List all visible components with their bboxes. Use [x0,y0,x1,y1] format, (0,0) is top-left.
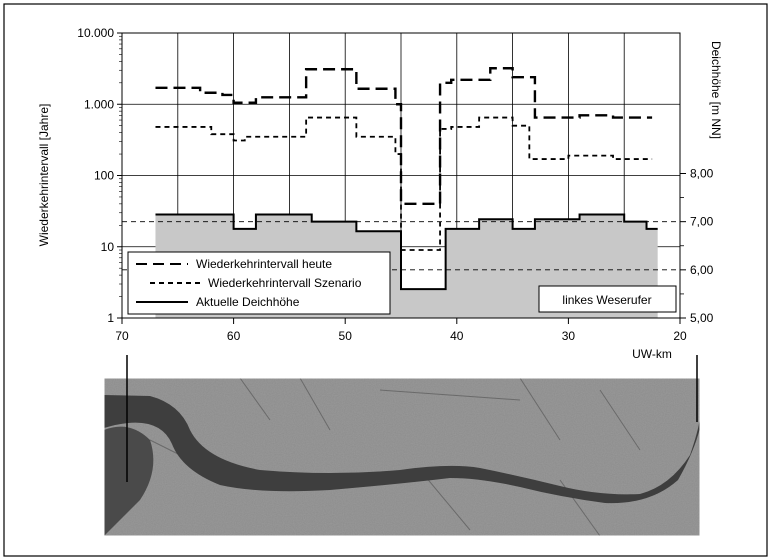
legend-label-deich: Aktuelle Deichhöhe [196,295,300,309]
river-weser [104,395,700,504]
x-axis-label: UW-km [632,347,672,361]
x-tick-label: 60 [227,329,241,343]
satellite-border [103,377,701,537]
y-right-tick-label: 5,00 [690,311,714,325]
annotation-box [538,285,677,313]
y-right-tick-label: 7,00 [690,215,714,229]
legend-label-heute: Wiederkehrintervall heute [196,257,332,271]
x-tick-label: 40 [450,329,464,343]
y-left-tick-label: 10.000 [77,26,114,40]
x-tick-label: 30 [562,329,576,343]
y-left-tick-label: 1.000 [84,97,114,111]
y-left-label: Wiederkehrintervall [Jahre] [37,104,51,247]
series-line-aktuelle-deichh-he [155,213,658,291]
estuary [104,426,154,536]
y-left-tick-label: 100 [94,169,114,183]
x-tick-label: 20 [673,329,687,343]
legend-label-szenario: Wiederkehrintervall Szenario [208,276,362,290]
y-left-tick-label: 1 [107,311,114,325]
y-left-tick-label: 10 [101,240,115,254]
chart: 1 10 100 1.000 10.000 5,00 6,00 7,00 8,00 70 60 50 4… [37,26,723,361]
series-line-wiederkehrintervall-szenario [155,116,653,251]
annotation-linkes-weserufer: linkes Weserufer [562,293,651,307]
legend: Wiederkehrintervall heute Wiederkehrinte… [127,251,391,315]
series-layer [155,67,658,291]
axes: 1 10 100 1.000 10.000 5,00 6,00 7,00 8,00 70 60 50 4… [77,26,713,343]
satellite-map-icon [103,377,701,537]
y-right-tick-label: 6,00 [690,263,714,277]
y-right-label: Deichhöhe [m NN] [709,41,723,139]
x-tick-label: 50 [339,329,353,343]
y-right-tick-label: 8,00 [690,167,714,181]
x-tick-label: 70 [115,329,129,343]
